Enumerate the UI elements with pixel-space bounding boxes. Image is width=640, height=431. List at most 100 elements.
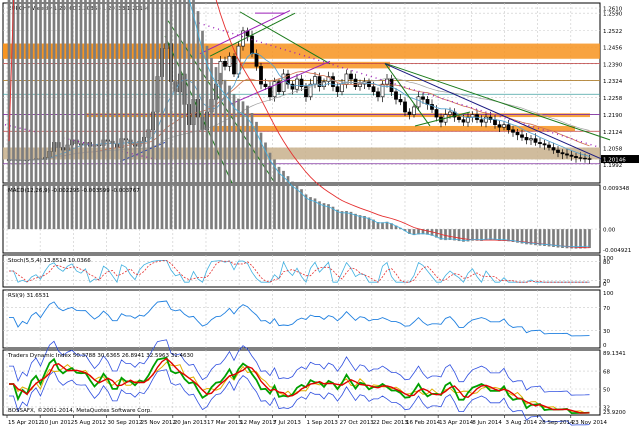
ma-line-blue: [9, 52, 590, 161]
x-tick-label: 7 Jul 2013: [273, 420, 301, 426]
candle-body: [344, 73, 349, 85]
candle-body: [259, 66, 263, 85]
y-tick-main: 1.2590: [603, 12, 623, 18]
candle-body: [569, 154, 574, 157]
pane-frame-4: [2, 349, 601, 416]
candle-body: [317, 76, 322, 87]
y-tick-stoch: 100: [603, 256, 614, 262]
candle-body: [232, 55, 236, 75]
y-tick-tdi: 89.1341: [603, 351, 626, 357]
y-tick-main: 1.2058: [603, 147, 623, 153]
stoch-main-line: [9, 260, 590, 284]
x-tick-label: 15 Apr 2012: [8, 420, 42, 426]
candle-body: [502, 124, 506, 128]
x-tick-label: 22 Dec 2013: [373, 420, 409, 426]
candle-body: [511, 129, 515, 133]
candle-body: [398, 99, 403, 103]
candle-body: [416, 96, 421, 108]
candle-body: [506, 124, 511, 131]
y-tick-main: 1.2190: [603, 113, 623, 119]
green-trendline-5: [384, 63, 431, 127]
orange-zone-1213: [210, 125, 575, 132]
x-tick-label: 13 Apr 2014: [439, 420, 474, 426]
y-tick-macd: -0.004921: [603, 248, 631, 254]
y-tick-main: 1.2258: [603, 96, 623, 102]
rsi-title: RSI(9) 31.6531: [8, 293, 49, 299]
candle-body: [223, 61, 227, 67]
x-tick-label: 12 May 2013: [240, 420, 276, 426]
candle-body: [335, 86, 340, 93]
ma-line-red: [9, 71, 590, 161]
y-tick-rsi: 70: [603, 306, 610, 312]
macd-signal-line: [8, 0, 590, 249]
x-tick-label: 8 Jun 2014: [472, 420, 502, 426]
x-tick-label: 1 Sep 2013: [306, 420, 338, 426]
candle-body: [313, 76, 317, 85]
y-tick-rsi: 0: [603, 343, 607, 349]
stoch-signal-line: [9, 260, 590, 283]
candle-body: [272, 81, 277, 98]
candle-body: [524, 137, 529, 141]
current-price-box: [601, 155, 639, 164]
candle-body: [304, 86, 308, 98]
candle-body: [362, 81, 367, 85]
candle-body: [565, 153, 569, 156]
y-tick-main: 1.2610: [603, 7, 623, 13]
copyright-text: BOSSAFX, ©2001-2014, MetaQuotes Software…: [8, 407, 152, 414]
candle-body: [497, 124, 502, 128]
candle-body: [479, 119, 484, 123]
candle-body: [421, 96, 425, 100]
y-tick-macd: 0.00: [603, 228, 616, 234]
candle-body: [515, 131, 520, 136]
candle-body: [308, 83, 313, 98]
candle-body: [551, 147, 556, 151]
x-tick-label: 3 Aug 2014: [505, 420, 537, 426]
green-trendline-4: [384, 62, 611, 141]
candle-body: [587, 158, 592, 160]
y-tick-main: 1.2324: [603, 79, 623, 85]
candle-body: [538, 142, 542, 145]
y-tick-main: 1.1992: [603, 163, 622, 169]
x-tick-label: 27 Oct 2013: [340, 420, 375, 426]
candle-body: [407, 111, 412, 115]
candle-body: [542, 143, 547, 146]
y-tick-stoch: 20: [603, 279, 610, 285]
candle-body: [376, 91, 380, 98]
x-tick-label: 20 Jan 2013: [174, 420, 207, 426]
candle-body: [412, 106, 416, 115]
candle-body: [430, 104, 434, 110]
candle-body: [488, 116, 493, 120]
y-tick-main: 1.2522: [603, 29, 622, 35]
candle-body: [295, 78, 299, 90]
macd-histogram: [7, 0, 591, 249]
candle-body: [299, 78, 304, 87]
x-tick-label: 23 Nov 2014: [572, 420, 608, 426]
candle-body: [380, 83, 385, 98]
candle-body: [520, 134, 524, 138]
x-tick-label: 10 Jun 2012: [41, 420, 74, 426]
x-tick-label: 28 Sep 2014: [539, 420, 574, 426]
y-tick-rsi: 30: [603, 329, 610, 335]
candle-body: [277, 81, 281, 93]
y-tick-main: 1.2124: [603, 130, 623, 136]
y-tick-stoch: 0: [603, 282, 607, 288]
candle-body: [533, 138, 538, 143]
candle-body: [326, 76, 331, 82]
main-chart-title: EURCHF,Weekly 1.20260 1.20368 1.20133 1.…: [8, 6, 150, 12]
candle-body: [403, 101, 407, 113]
y-tick-stoch: 80: [603, 260, 610, 266]
candle-body: [290, 83, 295, 90]
candle-body: [556, 149, 560, 153]
candle-body: [583, 157, 587, 160]
rsi-line: [9, 300, 590, 337]
candle-body: [281, 73, 286, 93]
candle-body: [578, 157, 583, 159]
y-tick-macd: 0.009348: [603, 186, 630, 192]
candle-body: [331, 76, 335, 87]
tdi-title: Traders Dynamic Index 50.3788 30.6365 26…: [7, 353, 194, 359]
candle-body: [434, 109, 439, 118]
y-tick-main: 1.2390: [603, 62, 623, 68]
green-trendline-6: [414, 111, 471, 127]
stoch-title: Stoch(5,5,4) 13.8514 10.0366: [8, 258, 91, 264]
x-tick-label: 17 Mar 2013: [207, 420, 242, 426]
